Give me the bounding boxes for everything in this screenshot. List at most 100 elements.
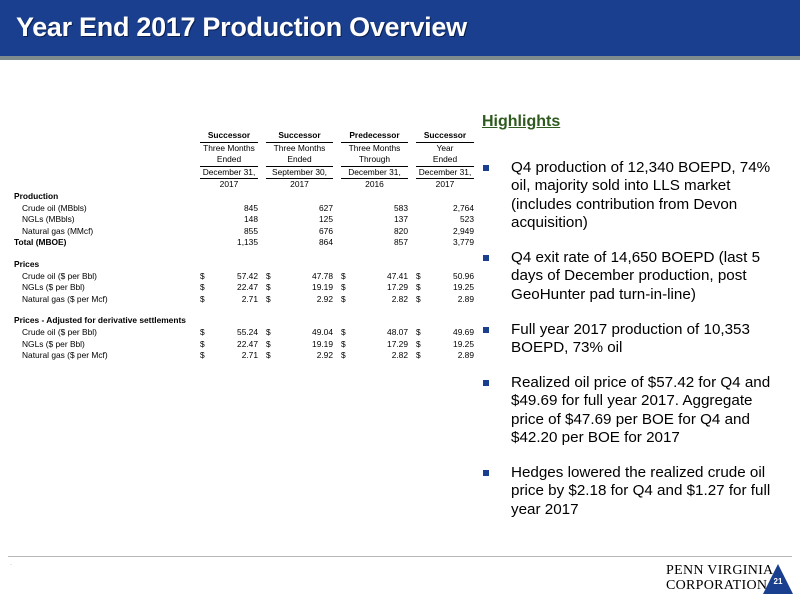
- table-cell: 855: [244, 225, 258, 236]
- column-gap: [408, 226, 416, 238]
- section-title: Production: [14, 190, 59, 201]
- column-gap: [333, 350, 341, 362]
- table-cell: 22.47: [237, 282, 258, 293]
- row-label: Natural gas (MMcf): [22, 225, 94, 236]
- currency-symbol: [341, 214, 353, 226]
- table-cell: 49.69: [453, 326, 474, 337]
- square-bullet-icon: [483, 255, 489, 262]
- header-spacer: [14, 130, 200, 142]
- table-cell: 19.25: [453, 282, 474, 293]
- table-row: Crude oil ($ per Bbl) $57.42 $47.78 $47.41 $…: [14, 271, 474, 283]
- row-label: Natural gas ($ per Mcf): [22, 350, 108, 361]
- column-gap: [333, 226, 341, 238]
- currency-symbol: $: [266, 282, 271, 293]
- column-header: 2017: [219, 179, 239, 190]
- column-header: 2016: [365, 179, 384, 190]
- column-gap: [258, 350, 266, 362]
- currency-symbol: [200, 237, 212, 249]
- currency-symbol: $: [200, 350, 205, 361]
- row-label: Crude oil ($ per Bbl): [22, 270, 97, 281]
- logo-line1: PENN VIRGINIA: [666, 563, 774, 578]
- column-header: Successor: [200, 130, 258, 143]
- column-gap: [333, 327, 341, 339]
- table-row: NGLs ($ per Bbl) $22.47 $19.19 $17.29 $19.25: [14, 282, 474, 294]
- spacer-cell: [14, 305, 474, 315]
- currency-symbol: $: [266, 350, 271, 361]
- column-header: December 31,: [416, 165, 474, 180]
- currency-symbol: $: [341, 326, 346, 337]
- table-cell: 1,135: [237, 237, 258, 248]
- column-gap: [408, 327, 416, 339]
- highlight-text: Hedges lowered the realized crude oil pr…: [511, 463, 771, 518]
- table-cell: 857: [394, 237, 408, 248]
- table-cell: 50.96: [453, 270, 474, 281]
- table-header-row: December 31, September 30, December 31, Dec…: [14, 165, 474, 180]
- logo-line2: CORPORATION: [666, 578, 768, 593]
- table-row: Crude oil (MBbls) 845 627 583 2,764: [14, 203, 474, 215]
- column-gap: [408, 179, 416, 191]
- column-header: Successor: [416, 130, 474, 143]
- table-cell: 137: [394, 214, 408, 225]
- footer-divider: [8, 556, 792, 557]
- column-gap: [333, 154, 341, 166]
- table-cell: 2.82: [391, 350, 408, 361]
- table-header-row: 2017 2017 2016 2017: [14, 179, 474, 191]
- column-gap: [333, 339, 341, 351]
- column-gap: [408, 154, 416, 166]
- column-gap: [258, 282, 266, 294]
- column-gap: [333, 130, 341, 142]
- currency-symbol: [266, 237, 278, 249]
- highlight-text: Q4 exit rate of 14,650 BOEPD (last 5 day…: [511, 249, 761, 303]
- table-cell: 864: [319, 237, 333, 248]
- row-label: Crude oil (MBbls): [22, 202, 87, 213]
- production-table: Successor Successor Predecessor Successor Th…: [14, 130, 474, 362]
- column-header: Ended: [432, 154, 458, 165]
- currency-symbol: [266, 214, 278, 226]
- table-cell: 3,779: [453, 237, 474, 248]
- table-row: Natural gas ($ per Mcf) $2.71 $2.92 $2.82 $2…: [14, 350, 474, 362]
- highlight-text: Full year 2017 production of 10,353 BOEP…: [511, 320, 750, 357]
- footer-mark: ·: [10, 562, 12, 568]
- header-spacer: [14, 179, 200, 191]
- column-gap: [258, 327, 266, 339]
- column-header: Three Months: [203, 142, 255, 153]
- table-cell: 2.71: [241, 293, 258, 304]
- currency-symbol: [266, 226, 278, 238]
- table-cell: 19.25: [453, 338, 474, 349]
- column-gap: [333, 214, 341, 226]
- highlight-item: Hedges lowered the realized crude oil pr…: [482, 464, 782, 519]
- currency-symbol: [200, 203, 212, 215]
- table-header-row: Three Months Three Months Three Months Year: [14, 142, 474, 154]
- table-cell: 2.89: [457, 350, 474, 361]
- currency-symbol: $: [341, 350, 346, 361]
- row-label: NGLs ($ per Bbl): [22, 282, 85, 293]
- table-cell: 676: [319, 225, 333, 236]
- currency-symbol: $: [416, 282, 421, 293]
- column-gap: [408, 350, 416, 362]
- currency-symbol: [200, 226, 212, 238]
- currency-symbol: [341, 237, 353, 249]
- table-row: NGLs (MBbls) 148 125 137 523: [14, 214, 474, 226]
- table-cell: 49.04: [312, 326, 333, 337]
- logo-triangle-icon: [763, 564, 793, 594]
- column-gap: [258, 142, 266, 154]
- row-label: NGLs (MBbls): [22, 214, 75, 225]
- currency-symbol: $: [416, 338, 421, 349]
- square-bullet-icon: [483, 326, 489, 333]
- table-cell: 148: [244, 214, 258, 225]
- column-gap: [258, 226, 266, 238]
- currency-symbol: [416, 226, 428, 238]
- table-cell: 2,764: [453, 202, 474, 213]
- column-header: Three Months: [273, 142, 326, 153]
- highlight-text: Q4 production of 12,340 BOEPD, 74% oil, …: [511, 159, 771, 232]
- column-gap: [258, 166, 266, 179]
- currency-symbol: [341, 203, 353, 215]
- table-cell: 55.24: [237, 326, 258, 337]
- table-cell: 2.89: [457, 293, 474, 304]
- table-total-row: Total (MBOE) 1,135 864 857 3,779: [14, 237, 474, 249]
- table-cell: 19.19: [312, 338, 333, 349]
- table-header-row: Successor Successor Predecessor Successor: [14, 130, 474, 143]
- column-header: Successor: [266, 130, 333, 143]
- row-spacer: [14, 305, 474, 315]
- currency-symbol: $: [200, 338, 205, 349]
